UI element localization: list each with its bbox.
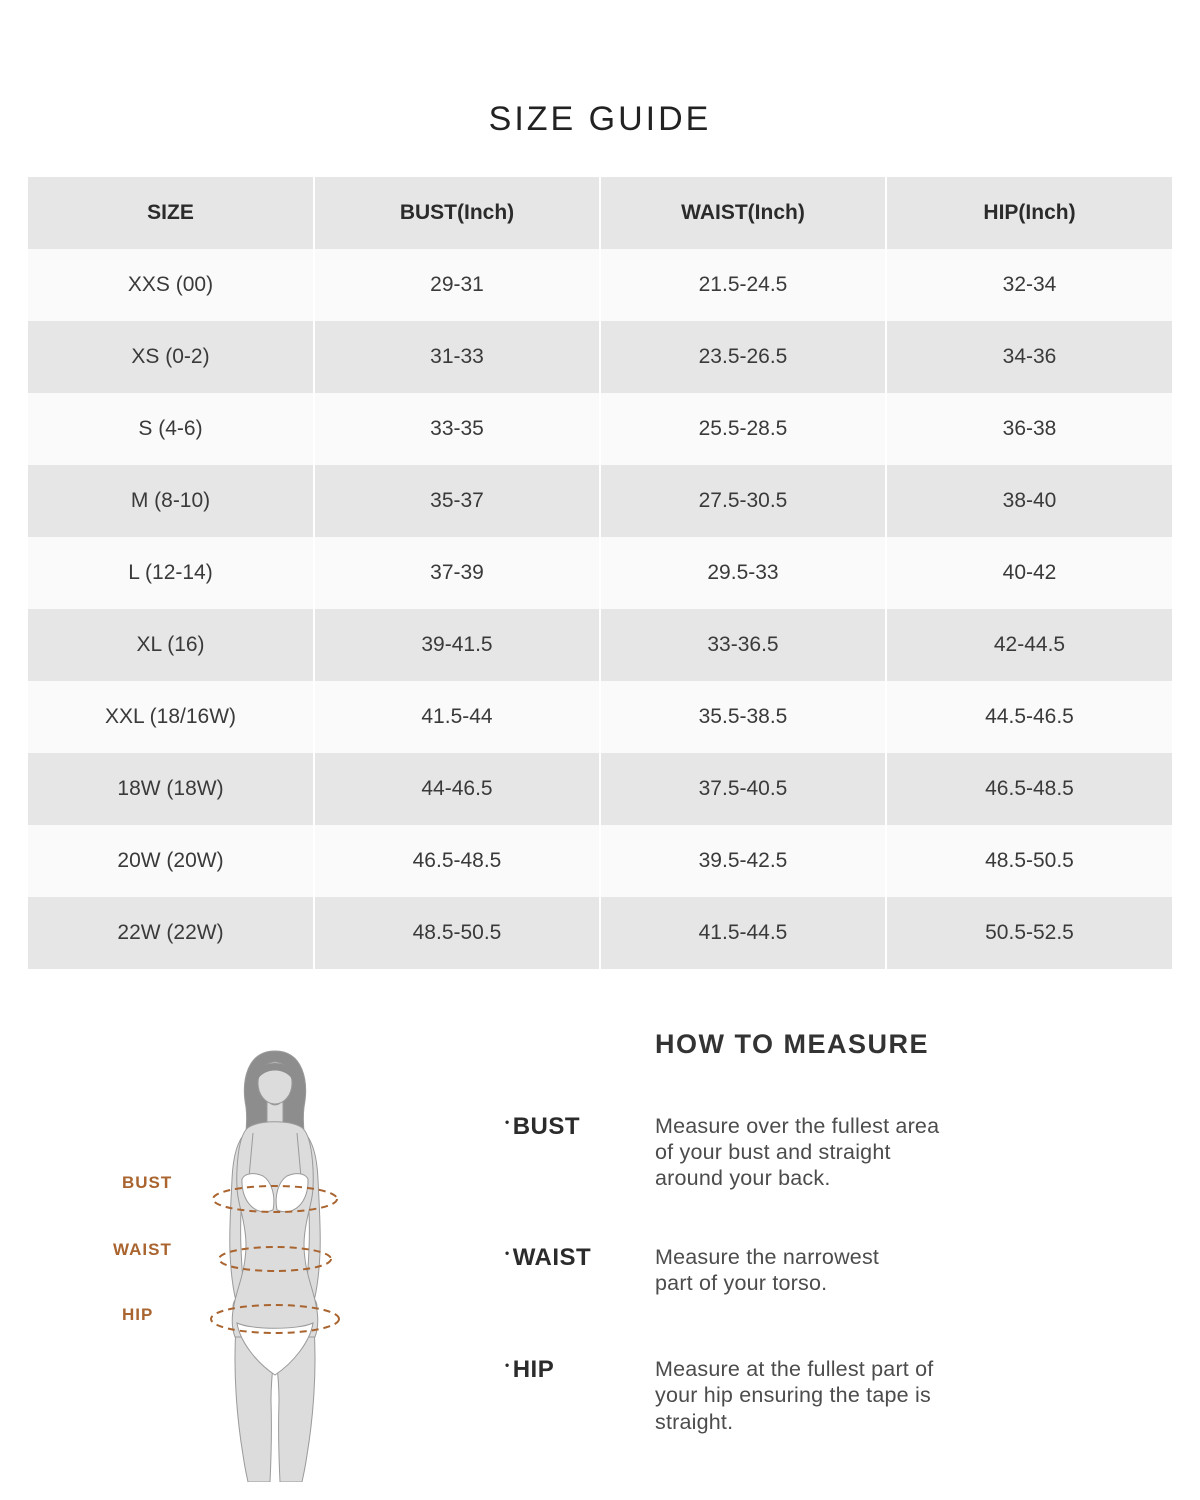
measurement-cell: 48.5-50.5 [313, 897, 600, 969]
measurement-cell: 34-36 [885, 321, 1172, 393]
table-row: 20W (20W) 46.5-48.5 39.5-42.5 48.5-50.5 [28, 825, 1172, 897]
size-table: SIZE BUST(Inch) WAIST(Inch) HIP(Inch) XX… [28, 177, 1172, 969]
measurement-cell: 39-41.5 [313, 609, 600, 681]
measurement-cell: 39.5-42.5 [599, 825, 886, 897]
measurement-cell: 42-44.5 [885, 609, 1172, 681]
measurement-cell: 48.5-50.5 [885, 825, 1172, 897]
table-row: XS (0-2) 31-33 23.5-26.5 34-36 [28, 321, 1172, 393]
measure-item-bust: BUST Measure over the fullest area of yo… [505, 1113, 1165, 1192]
hair-fringe [256, 1063, 294, 1081]
measurement-cell: 29.5-33 [599, 537, 886, 609]
measurement-cell: 35-37 [313, 465, 600, 537]
table-row: XXS (00) 29-31 21.5-24.5 32-34 [28, 249, 1172, 321]
bust-measure-line [212, 1185, 338, 1213]
measure-item-label: BUST [505, 1113, 655, 1141]
column-header-hip: HIP(Inch) [885, 177, 1172, 249]
measurement-cell: 46.5-48.5 [885, 753, 1172, 825]
measurement-cell: 32-34 [885, 249, 1172, 321]
size-cell: XXS (00) [28, 249, 314, 321]
measurement-cell: 40-42 [885, 537, 1172, 609]
figure-label-bust: BUST [122, 1173, 173, 1192]
measurement-cell: 44.5-46.5 [885, 681, 1172, 753]
measurement-cell: 33-35 [313, 393, 600, 465]
column-header-bust: BUST(Inch) [313, 177, 600, 249]
bra-left-cup [241, 1173, 275, 1213]
size-cell: S (4-6) [28, 393, 314, 465]
bra-strap-left [248, 1132, 254, 1178]
page-title: SIZE GUIDE [488, 100, 712, 138]
measure-item-description: Measure over the fullest area of your bu… [655, 1114, 940, 1191]
measurement-cell: 36-38 [885, 393, 1172, 465]
hip-measure-line [210, 1304, 340, 1334]
size-cell: 18W (18W) [28, 753, 314, 825]
size-cell: XL (16) [28, 609, 314, 681]
waist-measure-line [218, 1246, 332, 1272]
measurement-cell: 46.5-48.5 [313, 825, 600, 897]
measure-section: BUST WAIST HIP [0, 1023, 1200, 1493]
table-row: 18W (18W) 44-46.5 37.5-40.5 46.5-48.5 [28, 753, 1172, 825]
measurement-cell: 21.5-24.5 [599, 249, 886, 321]
measurement-cell: 25.5-28.5 [599, 393, 886, 465]
figure-label-hip: HIP [122, 1305, 154, 1324]
table-row: XL (16) 39-41.5 33-36.5 42-44.5 [28, 609, 1172, 681]
table-row: XXL (18/16W) 41.5-44 35.5-38.5 44.5-46.5 [28, 681, 1172, 753]
face [257, 1061, 293, 1105]
bra-right-cup [275, 1173, 309, 1213]
body-illustration [210, 1050, 340, 1482]
size-cell: XXL (18/16W) [28, 681, 314, 753]
how-to-measure-heading: HOW TO MEASURE [655, 1029, 930, 1059]
table-row: S (4-6) 33-35 25.5-28.5 36-38 [28, 393, 1172, 465]
table-header-row: SIZE BUST(Inch) WAIST(Inch) HIP(Inch) [28, 177, 1172, 249]
table-row: L (12-14) 37-39 29.5-33 40-42 [28, 537, 1172, 609]
measurement-cell: 41.5-44.5 [599, 897, 886, 969]
measure-item-label: WAIST [505, 1244, 655, 1272]
measure-item-hip: HIP Measure at the fullest part of your … [505, 1356, 1165, 1435]
size-cell: L (12-14) [28, 537, 314, 609]
figure-label-waist: WAIST [113, 1240, 172, 1259]
measure-item-description: Measure the narrowest part of your torso… [655, 1244, 880, 1295]
measurement-cell: 37.5-40.5 [599, 753, 886, 825]
measure-item-waist: WAIST Measure the narrowest part of your… [505, 1244, 1165, 1296]
measurement-cell: 29-31 [313, 249, 600, 321]
bra-strap-right [296, 1132, 302, 1178]
column-header-waist: WAIST(Inch) [599, 177, 886, 249]
measurement-cell: 31-33 [313, 321, 600, 393]
measure-item-label: HIP [505, 1356, 655, 1384]
measurement-cell: 27.5-30.5 [599, 465, 886, 537]
measurement-cell: 50.5-52.5 [885, 897, 1172, 969]
table-row: 22W (22W) 48.5-50.5 41.5-44.5 50.5-52.5 [28, 897, 1172, 969]
measurement-cell: 41.5-44 [313, 681, 600, 753]
size-table-body: XXS (00) 29-31 21.5-24.5 32-34 XS (0-2) 31-33… [28, 249, 1172, 969]
how-to-measure: HOW TO MEASURE BUST Measure over the ful… [505, 1023, 1165, 1435]
measurement-cell: 23.5-26.5 [599, 321, 886, 393]
measurement-cell: 35.5-38.5 [599, 681, 886, 753]
size-cell: M (8-10) [28, 465, 314, 537]
measurement-cell: 37-39 [313, 537, 600, 609]
measurement-cell: 44-46.5 [313, 753, 600, 825]
measurement-cell: 33-36.5 [599, 609, 886, 681]
measurement-cell: 38-40 [885, 465, 1172, 537]
size-cell: XS (0-2) [28, 321, 314, 393]
column-header-size: SIZE [28, 177, 314, 249]
size-cell: 22W (22W) [28, 897, 314, 969]
measure-item-description: Measure at the fullest part of your hip … [655, 1357, 934, 1434]
panties [236, 1322, 314, 1376]
torso [231, 1121, 319, 1338]
table-row: M (8-10) 35-37 27.5-30.5 38-40 [28, 465, 1172, 537]
size-cell: 20W (20W) [28, 825, 314, 897]
size-table-head: SIZE BUST(Inch) WAIST(Inch) HIP(Inch) [28, 177, 1172, 249]
